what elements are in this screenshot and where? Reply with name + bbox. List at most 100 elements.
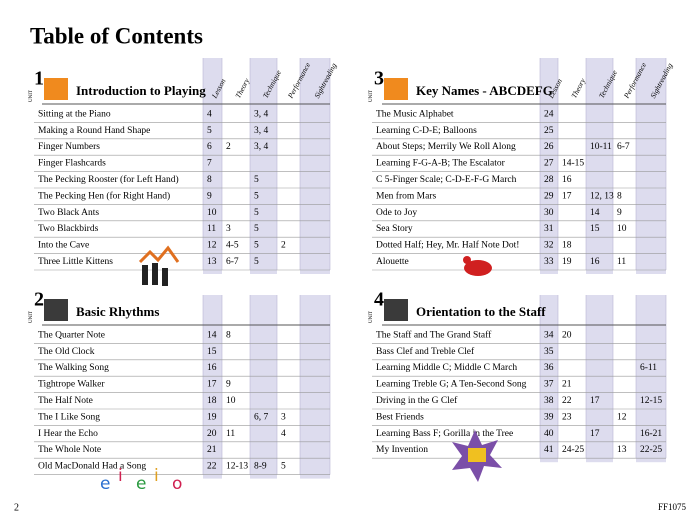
page-ref: 37	[544, 380, 554, 390]
page-ref: 12	[617, 412, 627, 422]
page-ref: 4	[281, 429, 286, 439]
lesson-title: The Pecking Rooster (for Left Hand)	[38, 174, 179, 185]
lesson-title: Making a Round Hand Shape	[38, 126, 150, 136]
page-ref: 14	[590, 208, 600, 218]
lesson-title: Three Little Kittens	[38, 257, 113, 267]
page-ref: 35	[544, 347, 554, 357]
page-ref: 17	[590, 429, 600, 439]
unit-icon	[44, 78, 68, 100]
lesson-title: The Old Clock	[38, 347, 95, 357]
page-ref: 14	[207, 330, 217, 340]
lesson-title: The Staff and The Grand Staff	[376, 329, 492, 340]
lesson-title: The I Like Song	[38, 412, 100, 422]
kittens-art	[138, 245, 180, 286]
page-ref: 3	[281, 412, 286, 422]
lesson-title: The Walking Song	[38, 363, 109, 373]
page-ref: 8-9	[254, 462, 267, 472]
page-title: Table of Contents	[30, 23, 203, 48]
lesson-title: Learning Bass F; Gorilla in the Tree	[376, 429, 513, 439]
page-ref: 21	[562, 380, 572, 390]
page-ref: 9	[226, 380, 231, 390]
page-ref: 16	[207, 363, 217, 373]
page-ref: 10	[617, 224, 627, 234]
unit-title: Orientation to the Staff	[416, 304, 546, 319]
unit-label: UNIT	[29, 90, 34, 102]
page-ref: 20	[207, 429, 217, 439]
decoration-letter: e	[136, 474, 146, 494]
lesson-title: Best Friends	[376, 412, 424, 422]
lesson-title: The Pecking Hen (for Right Hand)	[38, 190, 170, 201]
page-ref: 5	[254, 257, 259, 267]
unit-label: UNIT	[369, 90, 374, 102]
page-ref: 13	[617, 445, 627, 455]
page-ref: 6	[207, 142, 212, 152]
column-shade	[636, 295, 666, 463]
page-ref: 32	[544, 241, 554, 251]
page-ref: 18	[207, 396, 217, 406]
unit-label: UNIT	[369, 311, 374, 323]
page-number: 2	[14, 502, 19, 513]
bird-art	[463, 256, 492, 276]
page-ref: 12, 13	[590, 191, 614, 201]
page-ref: 3, 4	[254, 142, 269, 152]
lesson-title: Old MacDonald Had a Song	[38, 462, 146, 472]
lesson-title: The Music Alphabet	[376, 109, 454, 119]
page-ref: 8	[207, 175, 212, 185]
column-shade	[586, 58, 613, 274]
page-ref: 27	[544, 159, 554, 169]
page-ref: 22	[207, 462, 217, 472]
page-ref: 12	[207, 241, 217, 251]
unit-icon	[384, 78, 408, 100]
page-ref: 19	[207, 412, 217, 422]
lesson-title: Tightrope Walker	[38, 380, 105, 390]
lesson-title: Two Black Ants	[38, 208, 99, 218]
unit-number: 2	[34, 289, 44, 311]
page-ref: 10	[226, 396, 236, 406]
column-shade	[636, 58, 666, 274]
page-ref: 5	[254, 224, 259, 234]
page-ref: 3, 4	[254, 109, 269, 119]
lesson-title: The Quarter Note	[38, 330, 105, 340]
page-ref: 40	[544, 429, 554, 439]
lesson-title: Into the Cave	[38, 241, 89, 251]
page-ref: 2	[281, 241, 286, 251]
decoration-letter: e	[100, 474, 110, 494]
lesson-title: Learning Middle C; Middle C March	[376, 363, 517, 373]
lesson-title: Learning Treble G; A Ten-Second Song	[376, 380, 527, 390]
page-ref: 5	[254, 241, 259, 251]
lesson-title: Learning C-D-E; Balloons	[376, 126, 477, 136]
lesson-title: Learning F-G-A-B; The Escalator	[376, 159, 506, 169]
column-shade	[250, 295, 277, 479]
page-ref: 12-15	[640, 396, 662, 406]
page-ref: 16	[562, 175, 572, 185]
unit-number: 3	[374, 68, 384, 90]
page-ref: 24	[544, 109, 554, 119]
unit-icon	[44, 299, 68, 321]
page-ref: 7	[207, 159, 212, 169]
lesson-title: My Invention	[376, 445, 428, 455]
decoration-letter: i	[154, 466, 159, 486]
page-ref: 5	[254, 175, 259, 185]
column-shade	[203, 295, 222, 479]
lesson-title: C 5-Finger Scale; C-D-E-F-G March	[376, 175, 517, 185]
page-ref: 29	[544, 191, 554, 201]
unit-title: Basic Rhythms	[76, 304, 159, 319]
page-ref: 16	[590, 257, 600, 267]
lesson-title: About Steps; Merrily We Roll Along	[376, 142, 516, 152]
page-ref: 28	[544, 175, 554, 185]
page-ref: 26	[544, 142, 554, 152]
lesson-title: Alouette	[376, 257, 409, 267]
page-ref: 5	[254, 208, 259, 218]
lesson-title: Ode to Joy	[376, 208, 417, 218]
page-ref: 12-13	[226, 462, 248, 472]
page-ref: 8	[226, 330, 231, 340]
page-ref: 36	[544, 363, 554, 373]
page-ref: 38	[544, 396, 554, 406]
column-shade	[540, 295, 558, 463]
unit-title: Introduction to Playing	[76, 83, 206, 98]
page-ref: 15	[207, 347, 217, 357]
page-ref: 21	[207, 445, 217, 455]
lesson-title: Sitting at the Piano	[38, 109, 111, 119]
page-ref: 31	[544, 224, 554, 234]
